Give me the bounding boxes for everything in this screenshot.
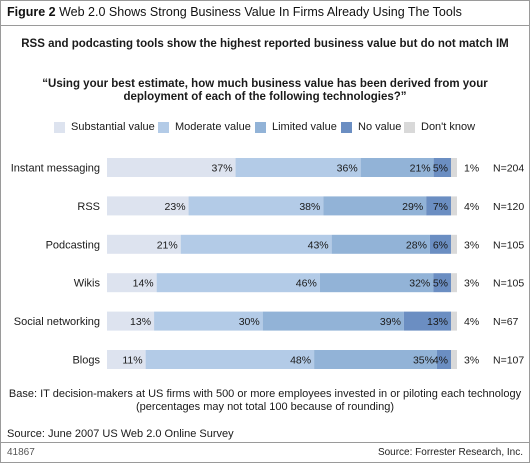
base-note-line-2: (percentages may not total 100 because o… bbox=[135, 401, 395, 413]
category-label: Wikis bbox=[74, 278, 101, 290]
sample-size-label: N=67 bbox=[493, 316, 519, 328]
figure-header: Figure 2 Web 2.0 Shows Strong Business V… bbox=[1, 1, 529, 25]
base-note-line-1: Base: IT decision-makers at US firms wit… bbox=[8, 388, 522, 400]
bar-value-label: 7% bbox=[433, 201, 448, 213]
legend-swatch bbox=[404, 122, 415, 133]
bar-segment bbox=[107, 234, 181, 254]
bar-value-label: 21% bbox=[157, 239, 178, 251]
sample-size-label: N=105 bbox=[493, 278, 524, 290]
bar-segment bbox=[403, 311, 451, 331]
sample-size-label: N=107 bbox=[493, 355, 524, 367]
legend-swatch bbox=[255, 122, 266, 133]
bar-segment bbox=[145, 350, 315, 369]
figure-label: Figure 2 bbox=[7, 5, 56, 19]
bar-segment bbox=[262, 311, 404, 331]
bar-segment-dont-know bbox=[451, 196, 457, 216]
bar-value-label: 35% bbox=[413, 355, 434, 367]
bar-segment bbox=[314, 350, 437, 369]
bar-segment-dont-know bbox=[451, 311, 457, 331]
bar-segment bbox=[107, 311, 155, 331]
source-credit: Source: Forrester Research, Inc. bbox=[377, 447, 523, 458]
figure-title-text: Web 2.0 Shows Strong Business Value In F… bbox=[59, 5, 462, 19]
sample-size-label: N=105 bbox=[493, 239, 524, 251]
category-label: Instant messaging bbox=[11, 163, 100, 175]
bar-segment bbox=[107, 196, 189, 216]
dont-know-value-label: 3% bbox=[464, 278, 479, 290]
bar-segment bbox=[107, 350, 146, 369]
legend-label: Moderate value bbox=[175, 121, 251, 133]
bar-segment bbox=[360, 158, 434, 177]
bar-value-label: 5% bbox=[433, 278, 448, 290]
sample-size-label: N=204 bbox=[493, 163, 524, 175]
bar-value-label: 14% bbox=[133, 278, 154, 290]
survey-source: Source: June 2007 US Web 2.0 Online Surv… bbox=[7, 428, 234, 440]
bar-segment bbox=[107, 273, 157, 293]
bar-segment bbox=[154, 311, 263, 331]
bar-value-label: 11% bbox=[122, 355, 142, 367]
dont-know-value-label: 3% bbox=[464, 355, 479, 367]
bar-value-label: 36% bbox=[337, 163, 358, 175]
bar-value-label: 23% bbox=[165, 201, 186, 213]
legend-label: Don't know bbox=[421, 121, 476, 133]
bar-segment bbox=[433, 158, 451, 177]
sample-size-label: N=120 bbox=[493, 201, 524, 213]
bar-segment bbox=[319, 273, 434, 293]
bar-value-label: 30% bbox=[239, 316, 260, 328]
footer-rule bbox=[1, 442, 529, 443]
bar-value-label: 6% bbox=[433, 239, 448, 251]
bar-value-label: 13% bbox=[130, 316, 151, 328]
legend-label: Limited value bbox=[272, 121, 337, 133]
chart-subtitle: RSS and podcasting tools show the highes… bbox=[21, 38, 509, 50]
figure-title: Figure 2 Web 2.0 Shows Strong Business V… bbox=[7, 5, 462, 19]
bar-value-label: 28% bbox=[406, 239, 427, 251]
bar-segment bbox=[107, 158, 236, 177]
bar-value-label: 5% bbox=[433, 163, 448, 175]
bar-value-label: 21% bbox=[410, 163, 431, 175]
legend-swatch bbox=[54, 122, 65, 133]
figure-id: 41867 bbox=[7, 447, 35, 458]
bar-value-label: 48% bbox=[290, 355, 311, 367]
bar-segment-dont-know bbox=[451, 273, 457, 293]
bar-value-label: 46% bbox=[296, 278, 317, 290]
bar-segment bbox=[180, 234, 332, 254]
dont-know-value-label: 4% bbox=[464, 316, 479, 328]
header-rule bbox=[1, 25, 529, 26]
legend-swatch bbox=[341, 122, 352, 133]
bar-value-label: 32% bbox=[409, 278, 430, 290]
legend-label: Substantial value bbox=[71, 121, 155, 133]
bar-value-label: 4% bbox=[433, 355, 448, 367]
bar-value-label: 38% bbox=[299, 201, 320, 213]
bar-segment bbox=[436, 350, 451, 369]
chart-legend: Substantial value Moderate value Limited… bbox=[1, 121, 529, 135]
bar-segment bbox=[331, 234, 430, 254]
bar-segment bbox=[433, 273, 451, 293]
category-label: Podcasting bbox=[46, 239, 100, 251]
bar-value-label: 37% bbox=[212, 163, 233, 175]
legend-label: No value bbox=[358, 121, 402, 133]
dont-know-value-label: 3% bbox=[464, 239, 479, 251]
bar-value-label: 29% bbox=[402, 201, 423, 213]
bar-segment bbox=[235, 158, 361, 177]
bar-segment-dont-know bbox=[451, 350, 457, 369]
category-label: Blogs bbox=[72, 355, 100, 367]
bar-segment bbox=[323, 196, 427, 216]
bar-value-label: 43% bbox=[308, 239, 329, 251]
base-note: Base: IT decision-makers at US firms wit… bbox=[1, 388, 529, 414]
legend-swatch bbox=[158, 122, 169, 133]
bar-value-label: 39% bbox=[380, 316, 401, 328]
dont-know-value-label: 1% bbox=[464, 163, 479, 175]
survey-question: “Using your best estimate, how much busi… bbox=[42, 78, 488, 103]
bar-segment bbox=[426, 196, 451, 216]
category-label: Social networking bbox=[14, 316, 100, 328]
bar-segment-dont-know bbox=[451, 234, 457, 254]
bar-segment bbox=[429, 234, 451, 254]
bar-segment bbox=[188, 196, 324, 216]
bar-segment bbox=[156, 273, 320, 293]
bar-segment-dont-know bbox=[451, 158, 457, 177]
category-label: RSS bbox=[77, 201, 100, 213]
bar-value-label: 13% bbox=[427, 316, 448, 328]
dont-know-value-label: 4% bbox=[464, 201, 479, 213]
